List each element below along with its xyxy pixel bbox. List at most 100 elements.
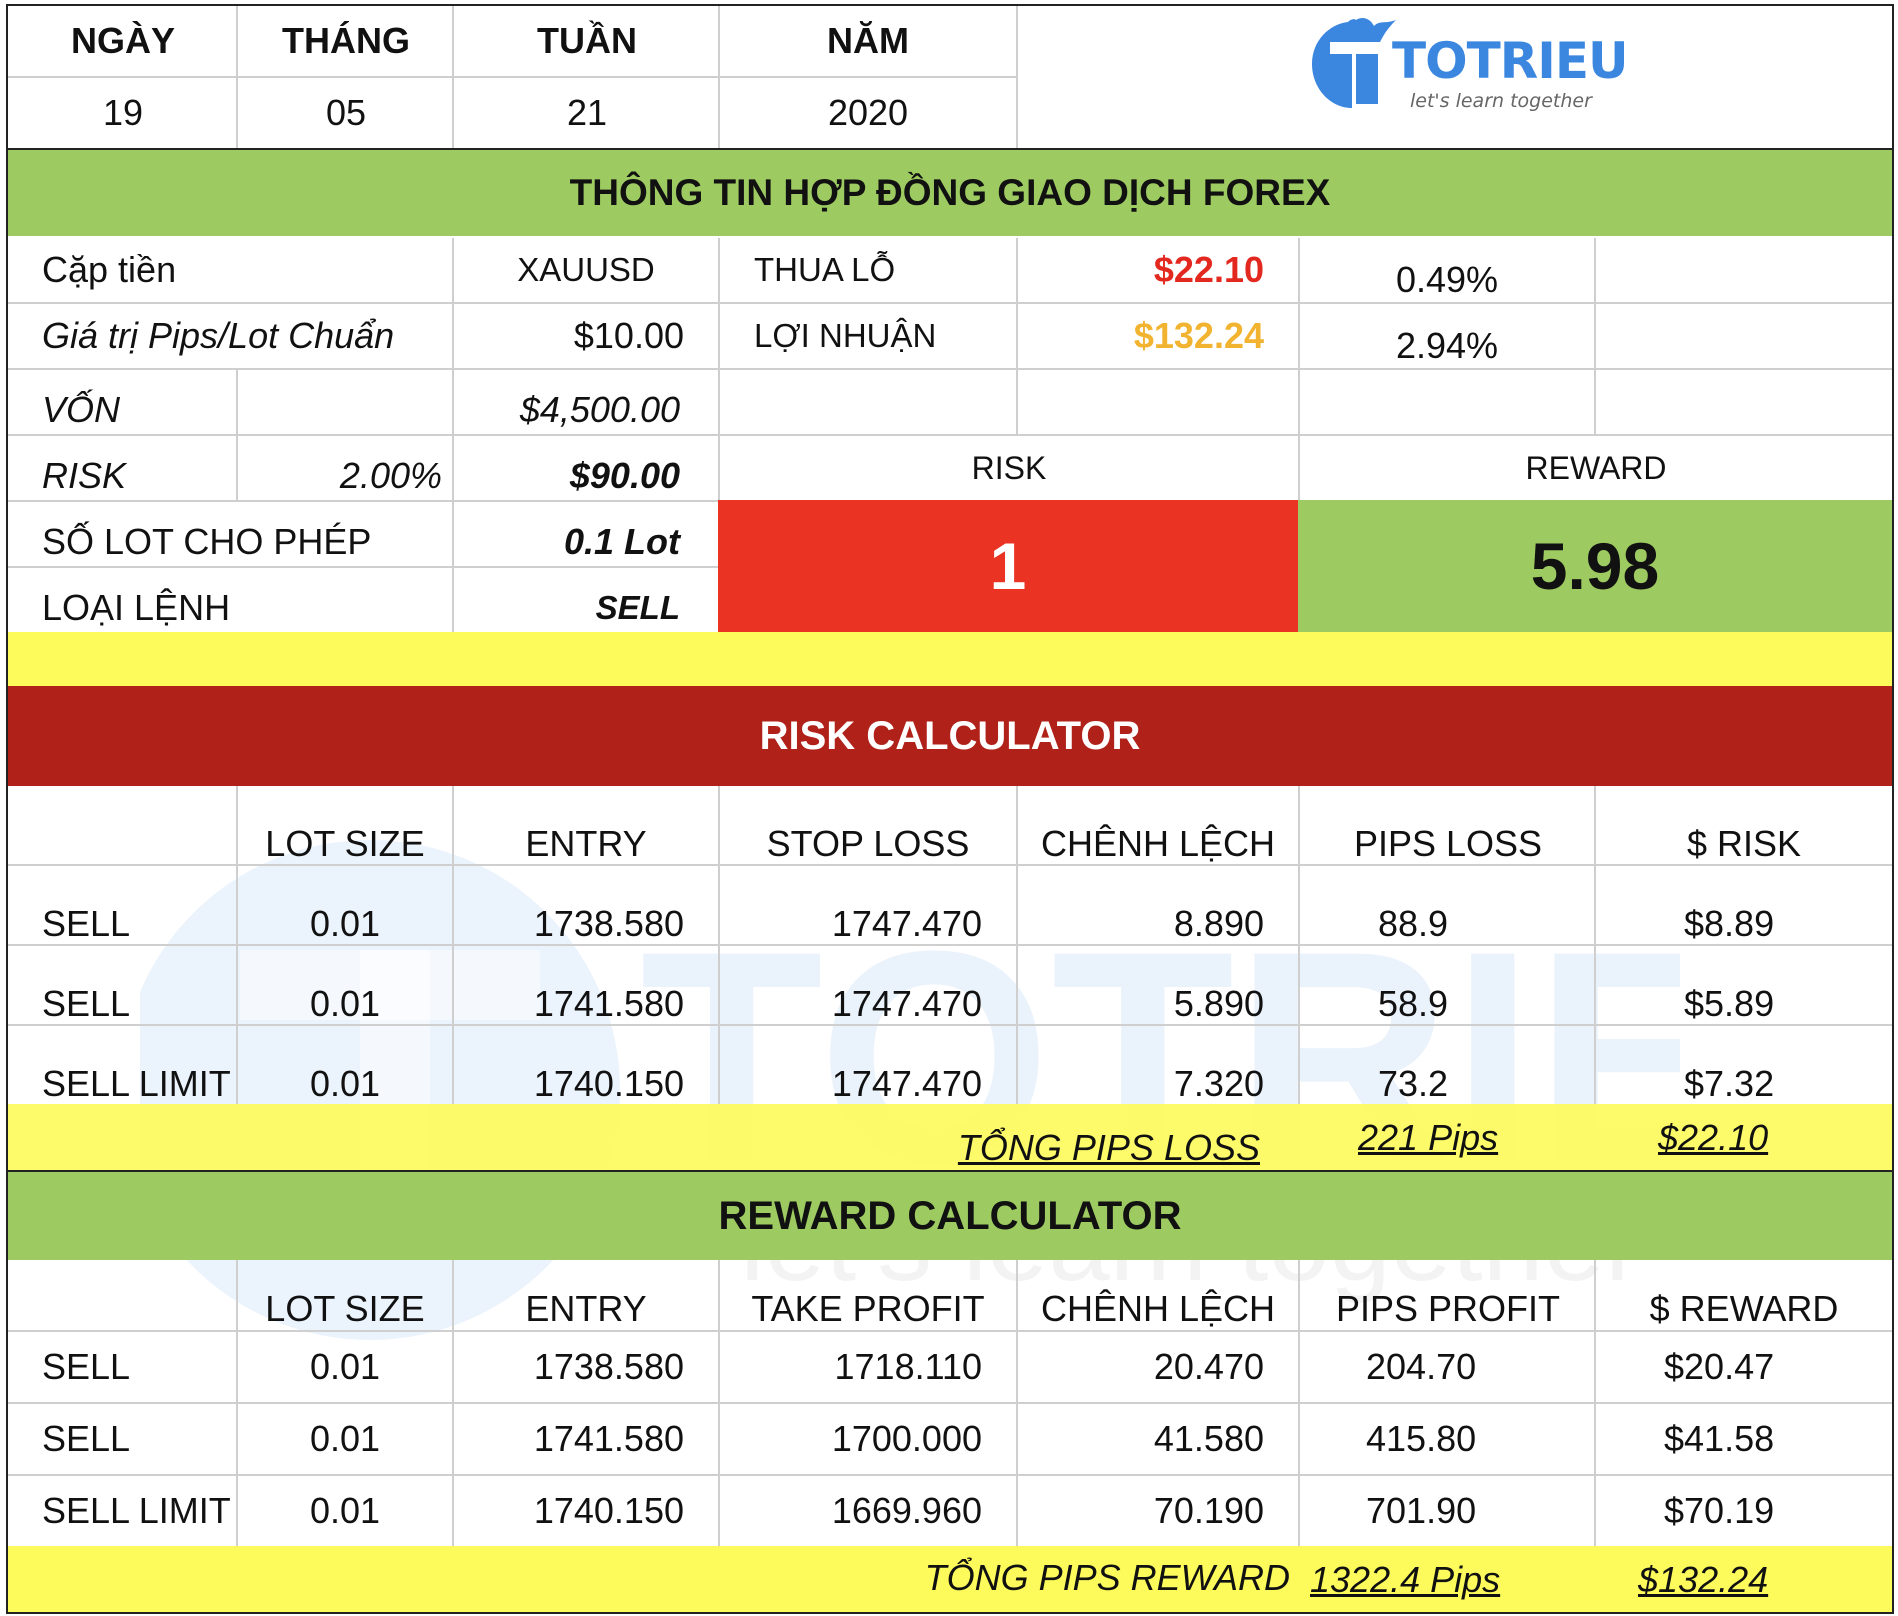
risk-col-entry: ENTRY	[525, 823, 647, 864]
risk-calculator-banner	[8, 686, 1892, 786]
risk-row-2-pips: 58.9	[1378, 983, 1449, 1024]
allowed-lot-value: 0.1 Lot	[563, 521, 680, 562]
ratio-risk-box: 1	[718, 500, 1298, 632]
month-value[interactable]: 05	[325, 92, 367, 133]
risk-row-1-entry[interactable]: 1738.580	[533, 903, 684, 944]
risk-row-2-stop[interactable]: 1747.470	[831, 983, 982, 1024]
risk-row-1-usd: $8.89	[1684, 903, 1775, 944]
risk-row-1-stop[interactable]: 1747.470	[831, 903, 982, 944]
profit-value: $132.24	[1133, 315, 1264, 356]
reward-row-3-entry[interactable]: 1740.150	[533, 1490, 684, 1531]
month-header: THÁNG	[282, 20, 410, 61]
reward-row-2-diff: 41.580	[1153, 1418, 1264, 1459]
risk-row-1-type[interactable]: SELL	[42, 903, 131, 944]
profit-label: LỢI NHUẬN	[754, 317, 937, 354]
risk-row-3-pips: 73.2	[1378, 1063, 1449, 1104]
reward-row-2-pips: 415.80	[1366, 1418, 1477, 1459]
loss-value: $22.10	[1153, 249, 1264, 290]
ratio-reward-label: REWARD	[1525, 449, 1667, 486]
year-value[interactable]: 2020	[827, 92, 909, 133]
reward-row-3-lot[interactable]: 0.01	[309, 1490, 381, 1531]
pip-value-label: Giá trị Pips/Lot Chuẩn	[42, 315, 395, 356]
order-type-label: LOẠI LỆNH	[42, 587, 231, 628]
reward-row-3-type[interactable]: SELL LIMIT	[42, 1490, 231, 1531]
risk-label: RISK	[42, 455, 127, 496]
reward-calculator-title: REWARD CALCULATOR	[718, 1193, 1182, 1238]
risk-row-2-entry[interactable]: 1741.580	[533, 983, 684, 1024]
week-value[interactable]: 21	[566, 92, 608, 133]
reward-col-take-profit: TAKE PROFIT	[751, 1288, 985, 1329]
risk-total-pips: 221 Pips	[1358, 1117, 1499, 1158]
day-value[interactable]: 19	[102, 92, 144, 133]
reward-row-1-usd: $20.47	[1664, 1346, 1775, 1387]
order-type-value[interactable]: SELL	[595, 589, 680, 626]
week-header: TUẦN	[537, 20, 637, 61]
reward-row-3-diff: 70.190	[1153, 1490, 1264, 1531]
reward-row-3-tp[interactable]: 1669.960	[831, 1490, 982, 1531]
reward-row-2-lot[interactable]: 0.01	[309, 1418, 381, 1459]
reward-total-usd: $132.24	[1638, 1559, 1769, 1600]
reward-row-1-pips: 204.70	[1366, 1346, 1477, 1387]
risk-row-2-type[interactable]: SELL	[42, 983, 131, 1024]
reward-row-1-entry[interactable]: 1738.580	[533, 1346, 684, 1387]
risk-row-1-diff: 8.890	[1173, 903, 1264, 944]
risk-col-difference: CHÊNH LỆCH	[1040, 823, 1276, 864]
risk-row-2-lot[interactable]: 0.01	[309, 983, 381, 1024]
reward-col-difference: CHÊNH LỆCH	[1040, 1288, 1276, 1329]
reward-row-1-type[interactable]: SELL	[42, 1346, 131, 1387]
risk-row-3-lot[interactable]: 0.01	[309, 1063, 381, 1104]
reward-row-2-type[interactable]: SELL	[42, 1418, 131, 1459]
contract-title-band	[8, 150, 1892, 236]
logo-wordmark: TOTRIEU	[1392, 32, 1629, 90]
risk-row-3-usd: $7.32	[1684, 1063, 1775, 1104]
contract-title: THÔNG TIN HỢP ĐỒNG GIAO DỊCH FOREX	[569, 172, 1331, 213]
reward-col-entry: ENTRY	[525, 1288, 647, 1329]
day-header: NGÀY	[70, 20, 175, 61]
profit-percent: 2.94%	[1395, 325, 1499, 366]
pip-value[interactable]: $10.00	[573, 315, 684, 356]
brand-logo: TOTRIEU let's learn together	[1300, 10, 1629, 112]
reward-row-1-tp[interactable]: 1718.110	[834, 1346, 982, 1387]
yellow-spacer-band	[8, 632, 1892, 686]
loss-label: THUA LỖ	[754, 251, 896, 288]
reward-total-label: TỔNG PIPS REWARD	[924, 1557, 1290, 1598]
risk-calculator-title: RISK CALCULATOR	[759, 713, 1141, 758]
risk-row-2-diff: 5.890	[1173, 983, 1264, 1024]
risk-total-band	[8, 1104, 1892, 1170]
risk-row-3-stop[interactable]: 1747.470	[831, 1063, 982, 1104]
reward-calculator-banner	[8, 1172, 1892, 1260]
reward-row-2-entry[interactable]: 1741.580	[533, 1418, 684, 1459]
risk-total-label: TỔNG PIPS LOSS	[957, 1127, 1260, 1168]
risk-row-2-usd: $5.89	[1684, 983, 1775, 1024]
ratio-reward-box: 5.98	[1298, 500, 1892, 632]
logo-tagline: let's learn together	[1410, 90, 1592, 112]
reward-total-band	[8, 1546, 1892, 1612]
risk-row-3-type[interactable]: SELL LIMIT	[42, 1063, 231, 1104]
ratio-risk-label: RISK	[971, 449, 1047, 486]
risk-row-1-pips: 88.9	[1378, 903, 1449, 944]
pair-label: Cặp tiền	[42, 249, 177, 290]
risk-amount: $90.00	[569, 455, 680, 496]
reward-total-pips: 1322.4 Pips	[1310, 1559, 1501, 1600]
risk-col-usd-risk: $ RISK	[1686, 823, 1802, 864]
loss-percent: 0.49%	[1395, 259, 1499, 300]
capital-label: VỐN	[42, 389, 121, 430]
year-header: NĂM	[827, 20, 909, 61]
risk-col-pips-loss: PIPS LOSS	[1353, 823, 1543, 864]
pair-value[interactable]: XAUUSD	[517, 251, 655, 288]
reward-row-1-diff: 20.470	[1153, 1346, 1264, 1387]
reward-row-3-usd: $70.19	[1664, 1490, 1775, 1531]
capital-value[interactable]: $4,500.00	[519, 389, 680, 430]
risk-row-1-lot[interactable]: 0.01	[309, 903, 381, 944]
reward-row-1-lot[interactable]: 0.01	[309, 1346, 381, 1387]
reward-row-2-usd: $41.58	[1664, 1418, 1775, 1459]
reward-row-2-tp[interactable]: 1700.000	[831, 1418, 982, 1459]
risk-row-3-entry[interactable]: 1740.150	[533, 1063, 684, 1104]
reward-col-usd-reward: $ REWARD	[1649, 1288, 1839, 1329]
risk-row-3-diff: 7.320	[1173, 1063, 1264, 1104]
reward-row-3-pips: 701.90	[1366, 1490, 1477, 1531]
allowed-lot-label: SỐ LOT CHO PHÉP	[42, 521, 372, 562]
risk-percent[interactable]: 2.00%	[339, 455, 442, 496]
totrieu-flame-t-logo-icon	[1312, 18, 1396, 108]
